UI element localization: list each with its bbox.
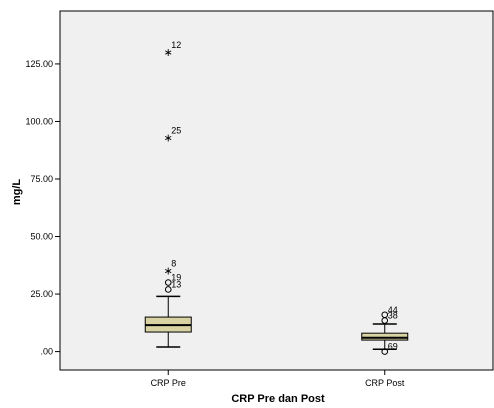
y-axis-title: mg/L bbox=[11, 179, 23, 206]
y-tick-label: 25.00 bbox=[30, 289, 53, 299]
outlier-label: 8 bbox=[171, 259, 176, 269]
extreme-outlier-marker: ∗ bbox=[164, 46, 173, 59]
x-axis: CRP Pre CRP Post bbox=[151, 370, 405, 388]
outlier-label: 44 bbox=[388, 305, 398, 315]
outlier-label: 25 bbox=[171, 125, 181, 135]
outlier-label: 19 bbox=[171, 273, 181, 283]
y-tick-label: 125.00 bbox=[25, 59, 53, 69]
outlier-marker bbox=[164, 279, 172, 286]
outlier-label: 13 bbox=[171, 279, 181, 289]
outlier-marker bbox=[164, 286, 172, 293]
iqr-box bbox=[361, 332, 409, 341]
outlier-label: 38 bbox=[388, 311, 398, 321]
outlier-label: 12 bbox=[171, 40, 181, 50]
outlier-label: 69 bbox=[388, 342, 398, 352]
plot-area bbox=[59, 10, 494, 371]
x-tick-label: CRP Post bbox=[365, 378, 405, 388]
y-tick-label: 100.00 bbox=[25, 116, 53, 126]
y-tick-label: 75.00 bbox=[30, 174, 53, 184]
y-tick-label: 50.00 bbox=[30, 232, 53, 242]
outlier-marker bbox=[381, 311, 389, 319]
y-axis: .00 25.00 50.00 75.00 100.00 125.00 bbox=[25, 59, 60, 357]
y-tick-label: .00 bbox=[40, 347, 53, 357]
x-axis-title: CRP Pre dan Post bbox=[231, 393, 325, 405]
extreme-outlier-marker: ∗ bbox=[164, 131, 173, 144]
x-tick-label: CRP Pre bbox=[151, 378, 186, 388]
outlier-marker bbox=[381, 348, 389, 355]
extreme-outlier-marker: ∗ bbox=[164, 265, 173, 278]
